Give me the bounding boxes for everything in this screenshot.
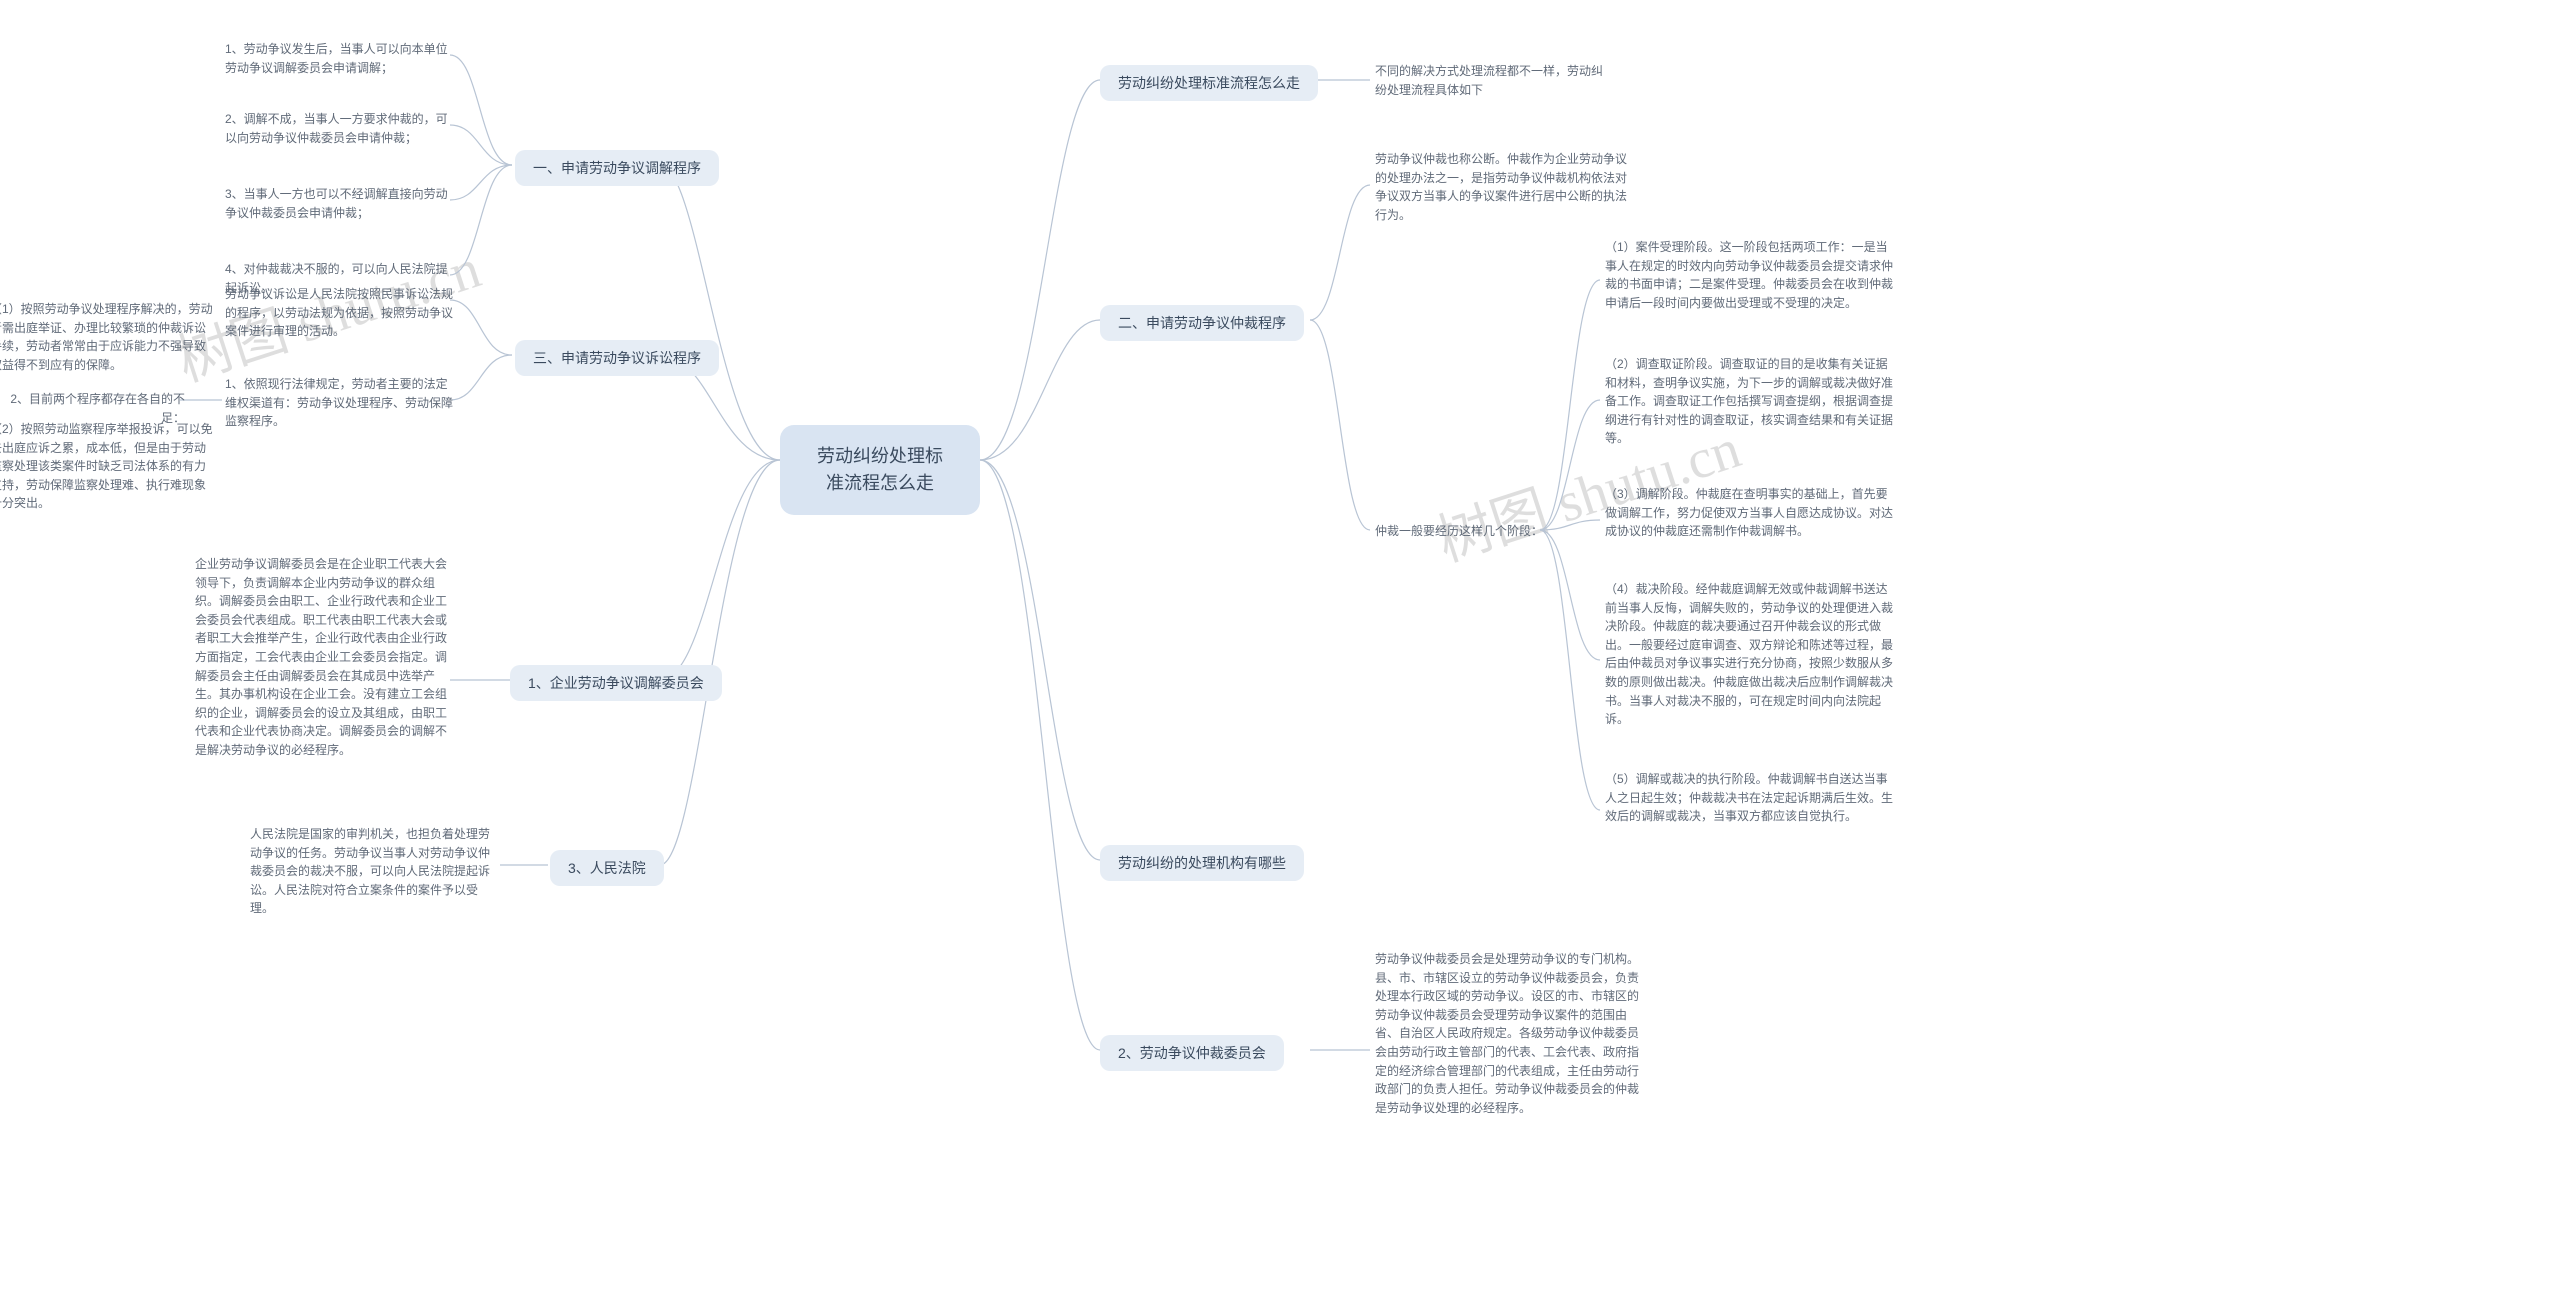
leaf-b1-0: 1、劳动争议发生后，当事人可以向本单位劳动争议调解委员会申请调解； [225, 40, 455, 77]
leaf-b6-top: 劳动争议仲裁也称公断。仲裁作为企业劳动争议的处理办法之一，是指劳动争议仲裁机构依… [1375, 150, 1635, 224]
leaf-b6-s2: （3）调解阶段。仲裁庭在查明事实的基础上，首先要做调解工作，努力促使双方当事人自… [1605, 485, 1895, 541]
branch-institutions: 劳动纠纷的处理机构有哪些 [1100, 845, 1304, 881]
leaf-b6-s4: （5）调解或裁决的执行阶段。仲裁调解书自送达当事人之日起生效；仲裁裁决书在法定起… [1605, 770, 1895, 826]
leaf-b2-1: 1、依照现行法律规定，劳动者主要的法定维权渠道有：劳动争议处理程序、劳动保障监察… [225, 375, 455, 431]
root-node: 劳动纠纷处理标准流程怎么走 [780, 425, 980, 515]
leaf-b1-2: 3、当事人一方也可以不经调解直接向劳动争议仲裁委员会申请仲裁； [225, 185, 455, 222]
leaf-b2-sub-0: （1）按照劳动争议处理程序解决的，劳动者需出庭举证、办理比较繁琐的仲裁诉讼手续，… [0, 300, 215, 374]
leaf-b6-s0: （1）案件受理阶段。这一阶段包括两项工作：一是当事人在规定的时效内向劳动争议仲裁… [1605, 238, 1895, 312]
branch-apply-litigation: 三、申请劳动争议诉讼程序 [515, 340, 719, 376]
branch-peoples-court: 3、人民法院 [550, 850, 664, 886]
leaf-b8: 劳动争议仲裁委员会是处理劳动争议的专门机构。县、市、市辖区设立的劳动争议仲裁委员… [1375, 950, 1645, 1117]
leaf-b6-s3: （4）裁决阶段。经仲裁庭调解无效或仲裁调解书送达前当事人反悔，调解失败的，劳动争… [1605, 580, 1895, 729]
leaf-b2-0: 劳动争议诉讼是人民法院按照民事诉讼法规的程序，以劳动法规为依据，按照劳动争议案件… [225, 285, 455, 341]
leaf-b3: 企业劳动争议调解委员会是在企业职工代表大会领导下，负责调解本企业内劳动争议的群众… [195, 555, 450, 760]
leaf-b1-1: 2、调解不成，当事人一方要求仲裁的，可以向劳动争议仲裁委员会申请仲裁； [225, 110, 455, 147]
leaf-b6-sub-label: 仲裁一般要经历这样几个阶段： [1375, 522, 1543, 541]
branch-apply-arbitration: 二、申请劳动争议仲裁程序 [1100, 305, 1304, 341]
branch-standard-process: 劳动纠纷处理标准流程怎么走 [1100, 65, 1318, 101]
leaf-b4: 人民法院是国家的审判机关，也担负着处理劳动争议的任务。劳动争议当事人对劳动争议仲… [250, 825, 500, 918]
leaf-b2-sub-1: （2）按照劳动监察程序举报投诉，可以免去出庭应诉之累，成本低，但是由于劳动监察处… [0, 420, 215, 513]
branch-arbitration-committee: 2、劳动争议仲裁委员会 [1100, 1035, 1284, 1071]
leaf-b6-s1: （2）调查取证阶段。调查取证的目的是收集有关证据和材料，查明争议实施，为下一步的… [1605, 355, 1895, 448]
leaf-b5: 不同的解决方式处理流程都不一样，劳动纠纷处理流程具体如下 [1375, 62, 1605, 99]
branch-enterprise-committee: 1、企业劳动争议调解委员会 [510, 665, 722, 701]
branch-apply-mediation: 一、申请劳动争议调解程序 [515, 150, 719, 186]
